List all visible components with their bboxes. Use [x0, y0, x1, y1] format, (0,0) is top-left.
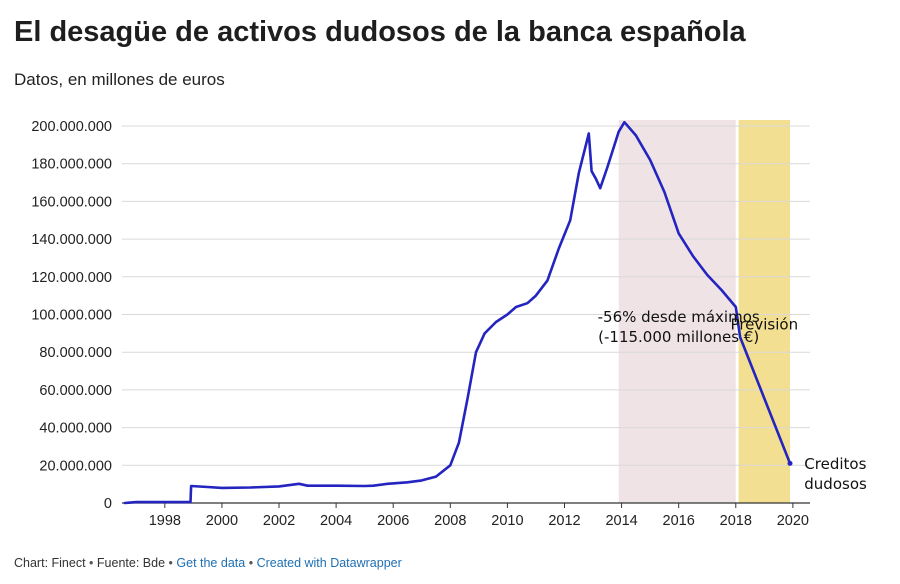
x-tick-label: 2000	[206, 513, 238, 529]
footer-separator: •	[248, 556, 254, 570]
x-tick-label: 2010	[491, 513, 523, 529]
x-tick-label: 2020	[777, 513, 809, 529]
y-tick-label: 40.000.000	[39, 421, 112, 437]
datawrapper-link[interactable]: Created with Datawrapper	[256, 556, 402, 570]
x-tick-label: 2006	[377, 513, 409, 529]
annotation-line: (-115.000 millones €)	[598, 328, 759, 346]
y-tick-label: 140.000.000	[31, 232, 112, 248]
footer-separator: •	[89, 556, 94, 570]
x-tick-label: 2004	[320, 513, 352, 529]
y-tick-label: 60.000.000	[39, 383, 112, 399]
highlight-bands	[618, 120, 791, 503]
x-axis-tick-labels: 1998 2000 2002 2004 2006 2008 2010 2012 2014 2016…	[149, 503, 809, 529]
series-lines	[123, 120, 793, 505]
x-tick-label: 1998	[149, 513, 181, 529]
y-tick-label: 160.000.000	[31, 194, 112, 210]
series-line-creditos-dudosos	[123, 120, 792, 505]
get-the-data-link[interactable]: Get the data	[176, 556, 246, 570]
x-tick-label: 2002	[263, 513, 295, 529]
footer-credit: Chart: Finect	[14, 556, 86, 570]
y-tick-label: 180.000.000	[31, 157, 112, 173]
chart-footer: Chart: Finect • Fuente: Bde • Get the da…	[14, 556, 402, 570]
footer-separator: •	[168, 556, 173, 570]
annotations: -56% desde máximos (-115.000 millones €)P…	[598, 308, 867, 493]
series-end-point	[787, 460, 793, 466]
annotation: Creditos dudosos	[804, 455, 867, 493]
annotation-line: dudosos	[804, 475, 867, 493]
annotation-line: Previsión	[731, 316, 799, 334]
y-tick-label: 200.000.000	[31, 119, 112, 135]
y-tick-label: 80.000.000	[39, 345, 112, 361]
y-tick-label: 0	[104, 496, 112, 512]
post-peak-band	[618, 120, 736, 503]
x-tick-label: 2018	[720, 513, 752, 529]
y-tick-label: 120.000.000	[31, 270, 112, 286]
x-tick-label: 2012	[548, 513, 580, 529]
y-axis-tick-labels: 0 20.000.000 40.000.000 60.000.000 80.000.00…	[31, 119, 112, 512]
annotation: -56% desde máximos (-115.000 millones €)	[598, 308, 760, 346]
x-tick-label: 2008	[434, 513, 466, 529]
x-tick-label: 2014	[605, 513, 637, 529]
annotation-line: -56% desde máximos	[598, 308, 760, 326]
y-tick-label: 100.000.000	[31, 308, 112, 324]
chart-subtitle: Datos, en millones de euros	[14, 70, 225, 89]
annotation-line: Creditos	[804, 455, 866, 473]
annotation: Previsión	[731, 316, 799, 334]
grid-lines	[122, 125, 810, 504]
chart-title: El desagüe de activos dudosos de la banc…	[14, 16, 746, 48]
y-tick-label: 20.000.000	[39, 458, 112, 474]
footer-source: Fuente: Bde	[96, 556, 166, 570]
x-tick-label: 2016	[663, 513, 695, 529]
